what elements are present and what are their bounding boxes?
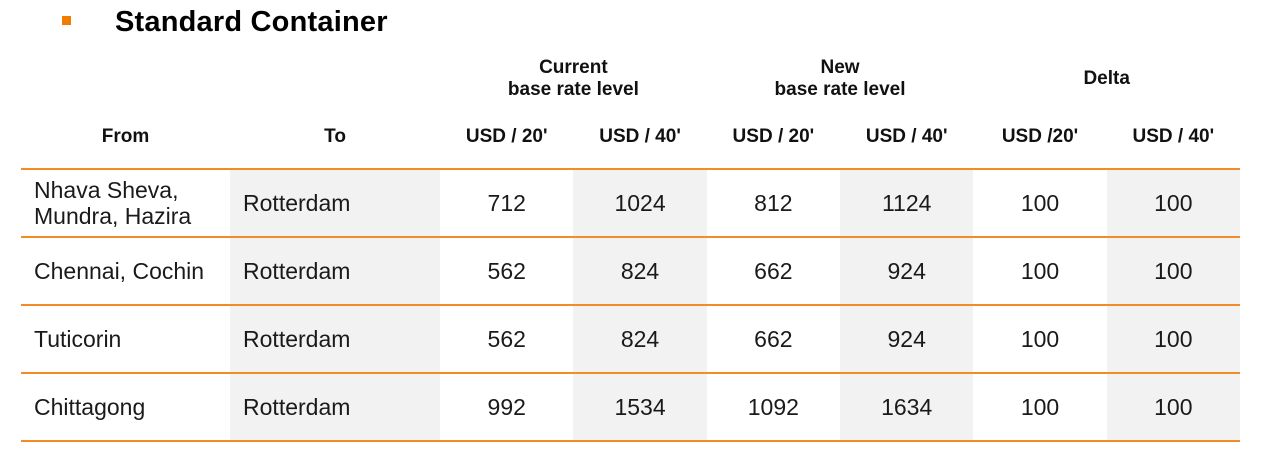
cell-value: 662: [706, 236, 841, 305]
cell-from: Nhava Sheva, Mundra, Hazira: [21, 168, 231, 237]
column-header-row: From To USD / 20' USD / 40' USD / 20' US…: [21, 106, 1240, 169]
cell-to: Rotterdam: [230, 304, 441, 373]
column-header-unit: USD / 20': [732, 126, 815, 147]
cell-from: Chennai, Cochin: [21, 236, 231, 305]
cell-value: 100: [1106, 236, 1240, 305]
cell-value: 812: [706, 168, 841, 237]
rate-table: Current base rate level New base rate le…: [21, 52, 1240, 442]
column-header-unit: USD / 20': [465, 126, 548, 147]
column-header-unit: USD / 40': [599, 126, 681, 147]
table-row: Chittagong Rotterdam 992 1534 1092 1634 …: [21, 372, 1240, 442]
group-header-new: New base rate level: [774, 57, 906, 100]
cell-value: 100: [1106, 168, 1240, 237]
cell-value: 992: [440, 372, 574, 442]
cell-value: 924: [840, 304, 974, 373]
cell-to: Rotterdam: [230, 168, 441, 237]
cell-value: 100: [973, 236, 1107, 305]
column-header-unit: USD / 40': [1132, 126, 1215, 147]
column-header-to: To: [324, 126, 346, 147]
table-row: Chennai, Cochin Rotterdam 562 824 662 92…: [21, 236, 1240, 305]
cell-value: 712: [440, 168, 574, 237]
cell-value: 562: [440, 304, 574, 373]
table-row: Tuticorin Rotterdam 562 824 662 924 100 …: [21, 304, 1240, 373]
group-header-blank: [230, 52, 440, 106]
cell-value: 824: [573, 236, 707, 305]
table-row: Nhava Sheva, Mundra, Hazira Rotterdam 71…: [21, 168, 1240, 237]
cell-value: 100: [973, 168, 1107, 237]
group-header-blank: [21, 52, 230, 106]
page-title: Standard Container: [115, 5, 388, 38]
cell-value: 562: [440, 236, 574, 305]
column-header-from: From: [101, 126, 150, 147]
cell-value: 100: [973, 372, 1107, 442]
cell-value: 662: [706, 304, 841, 373]
cell-value: 100: [1106, 304, 1240, 373]
cell-to: Rotterdam: [230, 372, 441, 442]
group-header-delta: Delta: [1083, 68, 1130, 89]
cell-from: Tuticorin: [21, 304, 231, 373]
title-row: Standard Container: [62, 2, 388, 42]
cell-from: Chittagong: [21, 372, 231, 442]
cell-value: 1124: [840, 168, 974, 237]
group-header-current: Current base rate level: [507, 57, 639, 100]
square-bullet-icon: [62, 15, 71, 25]
cell-value: 1092: [706, 372, 841, 442]
group-header-row: Current base rate level New base rate le…: [21, 52, 1240, 106]
cell-to: Rotterdam: [230, 236, 441, 305]
cell-value: 1634: [840, 372, 974, 442]
cell-value: 100: [973, 304, 1107, 373]
column-header-unit: USD /20': [1001, 126, 1079, 147]
cell-value: 924: [840, 236, 974, 305]
cell-value: 824: [573, 304, 707, 373]
cell-value: 1534: [573, 372, 707, 442]
column-header-unit: USD / 40': [865, 126, 948, 147]
cell-value: 1024: [573, 168, 707, 237]
cell-value: 100: [1106, 372, 1240, 442]
